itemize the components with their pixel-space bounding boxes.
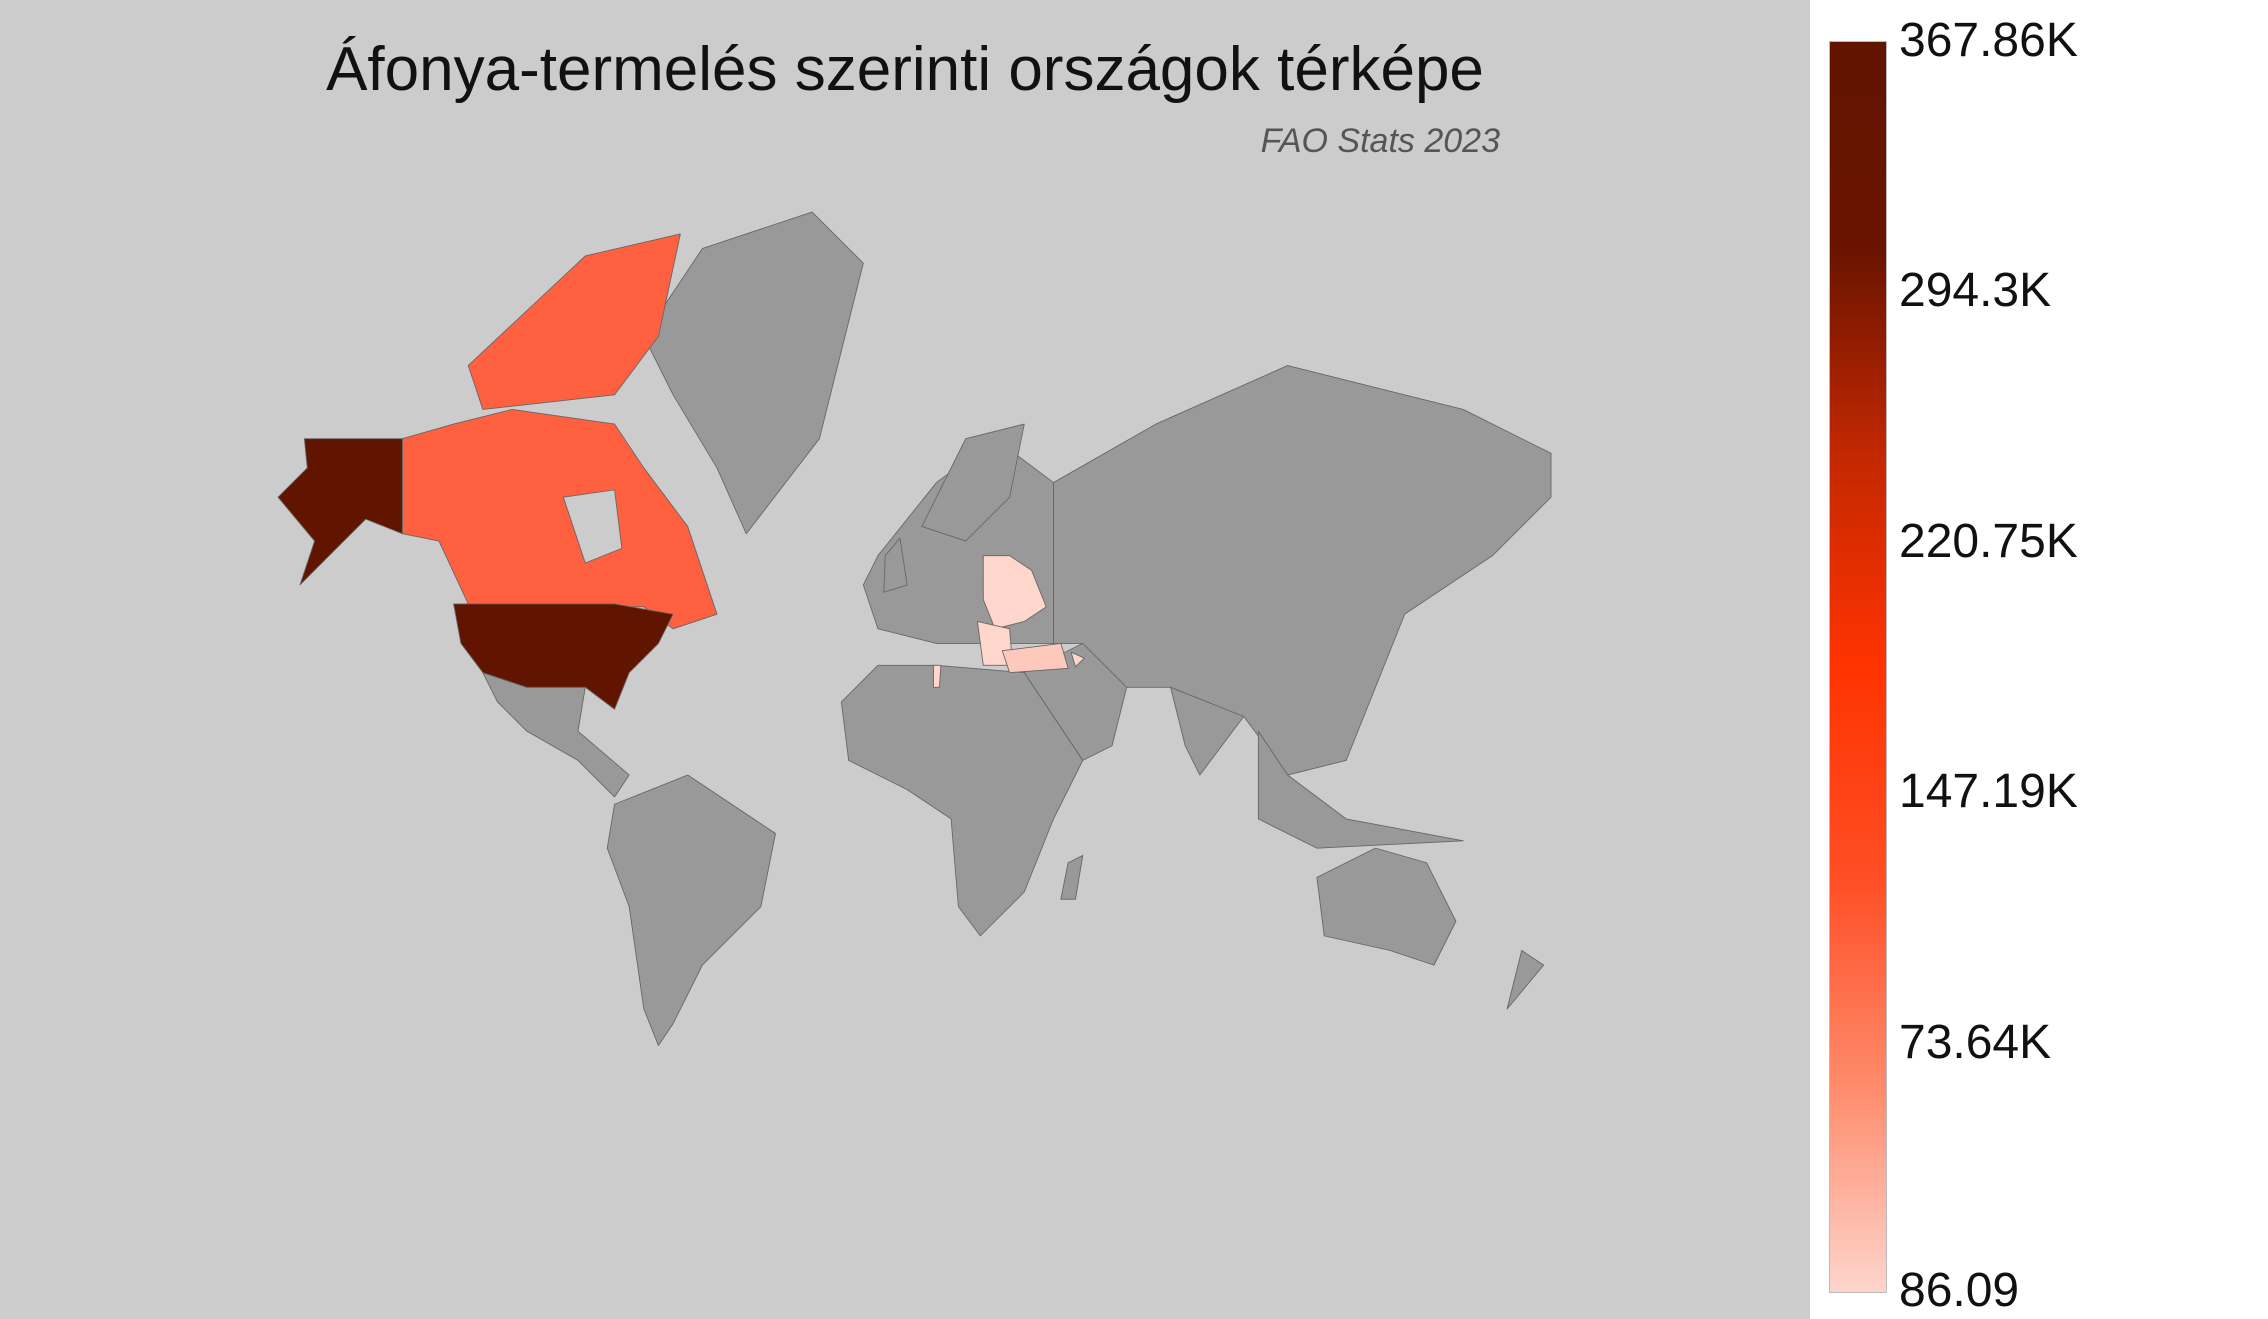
colorbar-tick: 86.09	[1899, 1264, 2020, 1317]
country-alaska-us[interactable]	[277, 438, 403, 586]
world-map	[277, 211, 1552, 1046]
colorbar-tick: 367.86K	[1899, 14, 2078, 67]
country-turkey[interactable]	[1001, 642, 1069, 674]
australia	[1316, 847, 1457, 966]
south-america	[606, 774, 776, 1046]
country-azerbaijan[interactable]	[1070, 651, 1085, 668]
uk	[883, 537, 908, 593]
map-panel	[0, 0, 1810, 1319]
country-belarus-ukraine-latvia[interactable]	[982, 555, 1047, 630]
colorbar-tick: 147.19K	[1899, 765, 2078, 819]
middle-east	[1023, 642, 1128, 761]
country-united-states[interactable]	[453, 603, 674, 710]
russia-asia	[1053, 365, 1552, 776]
colorbar	[1829, 41, 1887, 1293]
india	[1170, 686, 1245, 776]
chart-subtitle: FAO Stats 2023	[1260, 122, 1500, 160]
madagascar	[1060, 855, 1084, 900]
chart-title: Áfonya-termelés szerinti országok térkép…	[326, 35, 1484, 104]
southeast-asia	[1257, 730, 1464, 849]
new-zealand	[1506, 950, 1545, 1010]
hudson-bay	[562, 489, 623, 564]
country-canada[interactable]	[401, 233, 718, 630]
colorbar-tick: 73.64K	[1899, 1015, 2052, 1069]
colorbar-tick: 294.3K	[1899, 264, 2052, 318]
greenland	[643, 211, 864, 535]
colorbar-tick: 220.75K	[1899, 514, 2078, 568]
scandinavia	[921, 423, 1025, 542]
country-tunisia[interactable]	[933, 664, 942, 688]
